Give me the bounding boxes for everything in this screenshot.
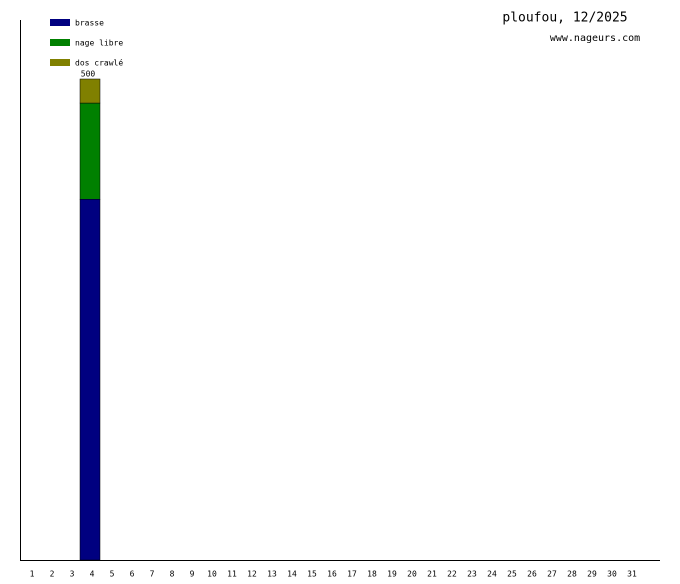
x-tick-label: 7 — [150, 570, 155, 579]
legend-label: brasse — [75, 19, 104, 28]
legend-swatch — [50, 19, 70, 26]
x-tick-label: 21 — [427, 570, 437, 579]
x-tick-label: 29 — [587, 570, 597, 579]
x-tick-label: 31 — [627, 570, 637, 579]
chart-subtitle: www.nageurs.com — [550, 33, 640, 44]
x-tick-label: 13 — [267, 570, 277, 579]
x-tick-label: 27 — [547, 570, 557, 579]
x-tick-label: 19 — [387, 570, 397, 579]
legend-label: dos crawlé — [75, 58, 123, 68]
bar-segment — [79, 78, 101, 104]
x-tick-label: 20 — [407, 570, 417, 579]
x-tick-label: 28 — [567, 570, 577, 579]
x-tick-label: 6 — [130, 570, 135, 579]
x-tick-label: 5 — [110, 570, 115, 579]
x-tick-label: 1 — [30, 570, 35, 579]
x-tick-label: 10 — [207, 570, 217, 579]
x-tick-label: 9 — [190, 570, 195, 579]
x-tick-label: 25 — [507, 570, 517, 579]
x-tick-label: 4 — [90, 570, 95, 579]
x-tick-label: 18 — [367, 570, 377, 579]
x-tick-label: 3 — [70, 570, 75, 579]
total-label: 500 — [81, 70, 96, 79]
bar-segment — [79, 102, 101, 200]
x-tick-label: 2 — [50, 570, 55, 579]
x-tick-label: 30 — [607, 570, 617, 579]
x-tick-label: 23 — [467, 570, 477, 579]
x-tick-label: 14 — [287, 570, 297, 579]
x-tick-label: 15 — [307, 570, 317, 579]
x-tick-label: 24 — [487, 570, 497, 579]
bar-segment — [79, 199, 101, 561]
legend-swatch — [50, 59, 70, 66]
x-tick-label: 16 — [327, 570, 337, 579]
chart-title: ploufou, 12/2025 — [502, 11, 627, 26]
x-tick-label: 26 — [527, 570, 537, 579]
x-tick-label: 12 — [247, 570, 257, 579]
legend-label: nage libre — [75, 39, 123, 48]
x-tick-label: 11 — [227, 570, 237, 579]
x-tick-label: 8 — [170, 570, 175, 579]
x-tick-label: 22 — [447, 570, 457, 579]
legend-swatch — [50, 39, 70, 46]
x-tick-label: 17 — [347, 570, 357, 579]
